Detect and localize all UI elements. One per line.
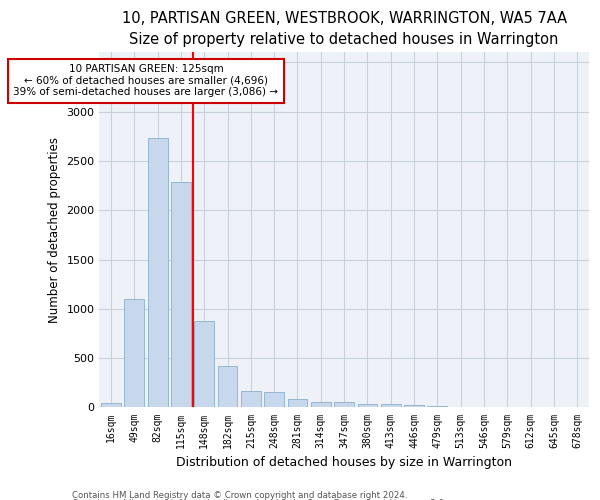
Bar <box>427 406 447 407</box>
Bar <box>264 392 284 407</box>
Text: 10 PARTISAN GREEN: 125sqm
← 60% of detached houses are smaller (4,696)
39% of se: 10 PARTISAN GREEN: 125sqm ← 60% of detac… <box>13 64 278 98</box>
Bar <box>218 366 238 408</box>
Bar <box>101 402 121 407</box>
Bar <box>287 398 307 407</box>
Bar <box>148 138 167 407</box>
Bar <box>358 404 377 407</box>
Y-axis label: Number of detached properties: Number of detached properties <box>48 137 61 323</box>
X-axis label: Distribution of detached houses by size in Warrington: Distribution of detached houses by size … <box>176 456 512 469</box>
Bar <box>124 299 144 408</box>
Bar <box>334 402 354 407</box>
Bar <box>194 320 214 408</box>
Bar <box>171 182 191 408</box>
Bar <box>311 402 331 407</box>
Bar <box>381 404 401 407</box>
Bar <box>404 406 424 407</box>
Text: Contains HM Land Registry data © Crown copyright and database right 2024.: Contains HM Land Registry data © Crown c… <box>72 490 407 500</box>
Bar <box>451 406 470 408</box>
Bar <box>241 390 261 407</box>
Title: 10, PARTISAN GREEN, WESTBROOK, WARRINGTON, WA5 7AA
Size of property relative to : 10, PARTISAN GREEN, WESTBROOK, WARRINGTO… <box>122 11 566 47</box>
